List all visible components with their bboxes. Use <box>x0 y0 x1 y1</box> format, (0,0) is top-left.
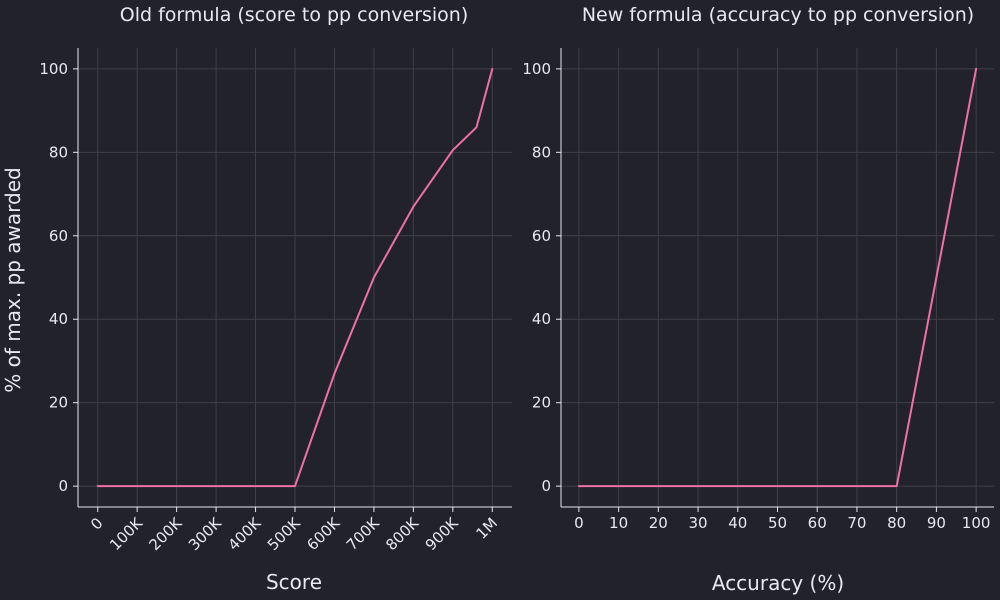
right-chart-ticks: 0 10 20 30 40 50 60 70 80 90 100 0 20 40 60 80 100 <box>522 60 990 532</box>
right-chart-x-tick-label: 40 <box>728 514 747 532</box>
left-chart-y-tick-label: 80 <box>49 143 68 161</box>
right-chart-y-tick-label: 20 <box>532 394 551 412</box>
right-chart-x-tick-label: 10 <box>609 514 628 532</box>
right-chart-x-tick-label: 50 <box>768 514 787 532</box>
right-chart-x-tick-label: 0 <box>574 514 584 532</box>
right-chart-x-tick-label: 70 <box>847 514 866 532</box>
right-chart-title: New formula (accuracy to pp conversion) <box>582 4 974 26</box>
right-chart-x-tick-label: 100 <box>962 514 991 532</box>
left-chart-y-tick-label: 20 <box>49 394 68 412</box>
right-chart-y-tick-label: 60 <box>532 227 551 245</box>
left-chart-series <box>96 67 494 488</box>
left-chart-y-tick-label: 40 <box>49 310 68 328</box>
right-chart-series-line <box>577 67 978 488</box>
right-chart-x-tick-label: 80 <box>887 514 906 532</box>
right-chart-y-tick-label: 0 <box>541 477 551 495</box>
right-chart-x-tick-label: 30 <box>689 514 708 532</box>
left-chart-y-tick-label: 0 <box>58 477 68 495</box>
right-chart-series <box>577 67 978 488</box>
right-chart: New formula (accuracy to pp conversion) … <box>522 4 994 595</box>
shared-y-axis-label: % of max. pp awarded <box>1 167 25 392</box>
left-chart-title: Old formula (score to pp conversion) <box>120 4 469 26</box>
right-chart-x-axis-label: Accuracy (%) <box>712 571 844 595</box>
right-chart-y-tick-label: 100 <box>522 60 551 78</box>
left-chart-grid <box>78 48 512 507</box>
right-chart-x-tick-label: 20 <box>649 514 668 532</box>
right-chart-y-tick-label: 40 <box>532 310 551 328</box>
left-chart-series-line <box>96 67 494 488</box>
left-chart-y-tick-label: 100 <box>39 60 68 78</box>
left-chart-y-tick-label: 60 <box>49 227 68 245</box>
right-chart-x-tick-label: 60 <box>808 514 827 532</box>
left-chart-x-axis-label: Score <box>266 570 322 594</box>
right-chart-x-tick-label: 90 <box>927 514 946 532</box>
right-chart-y-tick-label: 80 <box>532 143 551 161</box>
